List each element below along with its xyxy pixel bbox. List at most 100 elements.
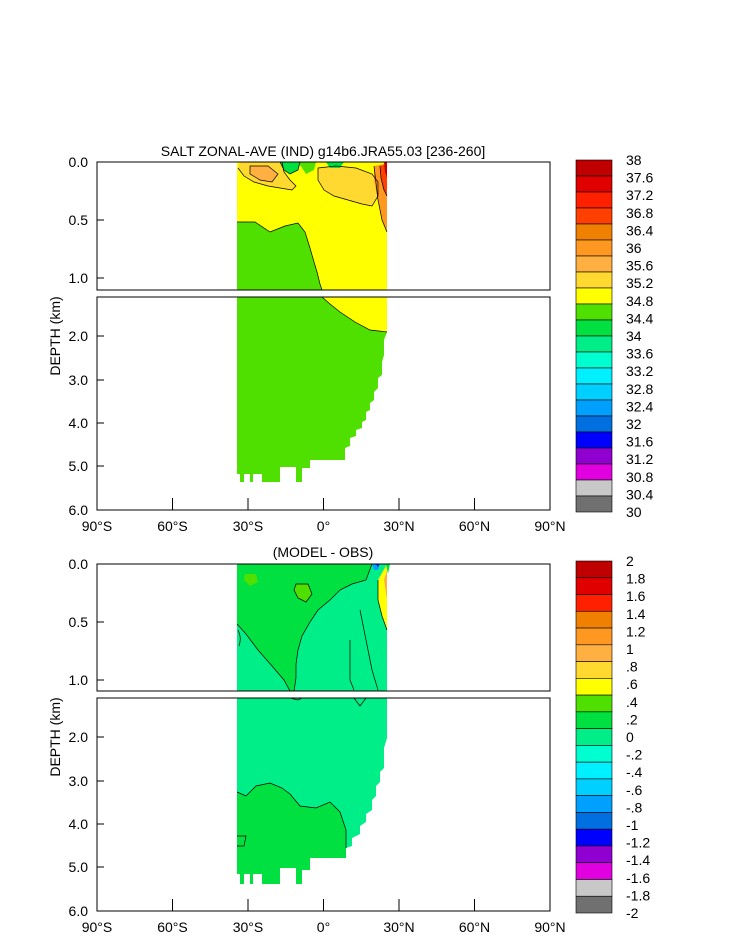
colorbar-label: 32 (626, 416, 642, 432)
top-x-tick-label: 90°N (534, 518, 565, 534)
bottom-colorbar: 21.81.61.41.21.8.6.4.20-.2-.4-.6-.8-1-1.… (575, 553, 650, 921)
top-upper-frame (96, 161, 551, 291)
colorbar-label: 38 (626, 152, 642, 168)
contour-line (349, 640, 355, 691)
top-x-tick-label: 0° (317, 518, 330, 534)
colorbar-swatch (575, 447, 613, 465)
contour-line (317, 165, 379, 207)
bottom-y-tick-label: 6.0 (69, 903, 89, 919)
region-green-patch (280, 162, 300, 174)
colorbar-swatch (575, 479, 613, 497)
bottom-y-tick-label: 3.0 (69, 773, 89, 789)
region-yellowgreen-2 (244, 574, 258, 586)
colorbar-swatch (575, 745, 613, 763)
bottom-x-tick-label: 0° (317, 919, 330, 935)
colorbar-label: 32.8 (626, 381, 653, 397)
contour-line (289, 698, 303, 701)
colorbar-label: 30 (626, 504, 642, 520)
region-yellow (322, 297, 387, 332)
region-deep (376, 564, 379, 567)
contour-line (379, 165, 388, 197)
bottom-upper-frame (96, 563, 551, 692)
colorbar-swatch (575, 399, 613, 417)
colorbar-label: 35.2 (626, 275, 653, 291)
colorbar-swatch (575, 239, 613, 257)
colorbar-swatch (575, 431, 613, 449)
top-y-tick-label: 0.5 (69, 212, 89, 228)
colorbar-label: -1.4 (626, 852, 650, 868)
bottom-y-ticks (97, 563, 104, 868)
contour-line (293, 583, 313, 603)
contour-line (353, 698, 367, 707)
top-ylabel: DEPTH (km) (47, 296, 63, 375)
region-green (237, 564, 372, 691)
top-y-tick-label: 5.0 (69, 458, 89, 474)
colorbar-label: .6 (626, 676, 638, 692)
colorbar-label: 0 (626, 729, 634, 745)
colorbar-label: 36 (626, 240, 642, 256)
colorbar-swatch (575, 862, 613, 880)
contour-line (373, 165, 388, 233)
top-y-tick-label: 3.0 (69, 372, 89, 388)
colorbar-swatch (575, 845, 613, 864)
colorbar-label: -1.8 (626, 887, 650, 903)
colorbar-label: -1 (626, 817, 639, 833)
colorbar-swatch (575, 351, 613, 369)
colorbar-swatch (575, 594, 613, 612)
top-y-ticks (97, 161, 104, 467)
colorbar-label: 32.4 (626, 398, 653, 414)
colorbar-label: 34.4 (626, 310, 653, 326)
top-upper-fills (237, 162, 388, 290)
colorbar-label: 37.6 (626, 170, 653, 186)
region-yellowgreen (294, 584, 312, 602)
colorbar-label: 34.8 (626, 293, 653, 309)
colorbar-swatch (575, 271, 613, 289)
region-green (237, 222, 322, 290)
bottom-y-tick-label: 5.0 (69, 859, 89, 875)
bottom-panel: (MODEL - OBS) DEPTH (km) (47, 544, 650, 935)
colorbar-label: 1.8 (626, 571, 646, 587)
contour-line (293, 564, 373, 691)
colorbar-label: 1.4 (626, 606, 646, 622)
colorbar-swatch (575, 895, 613, 914)
top-x-tick-label: 30°S (233, 518, 264, 534)
colorbar-swatch (575, 610, 613, 629)
colorbar-swatch (575, 795, 613, 813)
top-y-tick-label: 0.0 (69, 154, 89, 170)
top-lower-fills (237, 297, 388, 482)
colorbar-label: 30.4 (626, 486, 653, 502)
colorbar-label: 1 (626, 641, 634, 657)
colorbar-label: 31.6 (626, 434, 653, 450)
region-green (237, 297, 387, 482)
contour-line (321, 297, 388, 333)
colorbar-swatch (575, 207, 613, 225)
bottom-y-tick-label: 1.0 (69, 672, 89, 688)
colorbar-swatch (575, 367, 613, 385)
colorbar-swatch (575, 778, 613, 796)
colorbar-label: 36.8 (626, 205, 653, 221)
bottom-x-tick-label: 30°S (233, 919, 264, 935)
colorbar-label: 1.6 (626, 588, 646, 604)
bottom-x-tick-label: 90°N (534, 919, 565, 935)
bottom-x-tick-label: 60°S (157, 919, 188, 935)
bottom-y-tick-label: 2.0 (69, 729, 89, 745)
bottom-y-tick-label: 0.5 (69, 614, 89, 630)
colorbar-label: -.6 (626, 782, 643, 798)
colorbar-label: 33.2 (626, 363, 653, 379)
colorbar-swatch (575, 223, 613, 241)
bottom-lower-fills (236, 698, 387, 884)
top-x-tick-label: 60°N (459, 518, 490, 534)
top-y-tick-label: 2.0 (69, 328, 89, 344)
colorbar-label: -2 (626, 905, 639, 921)
colorbar-swatch (575, 661, 613, 679)
colorbar-swatch (575, 287, 613, 305)
contour-line (279, 162, 301, 175)
region-orange-light-2 (318, 166, 378, 206)
contour-line (237, 629, 241, 647)
region-green-west (237, 846, 246, 866)
top-panel: SALT ZONAL-AVE (IND) g14b6.JRA55.03 [236… (47, 143, 653, 534)
colorbar-swatch (575, 495, 613, 513)
colorbar-swatch (575, 694, 613, 713)
colorbar-swatch (575, 319, 613, 337)
